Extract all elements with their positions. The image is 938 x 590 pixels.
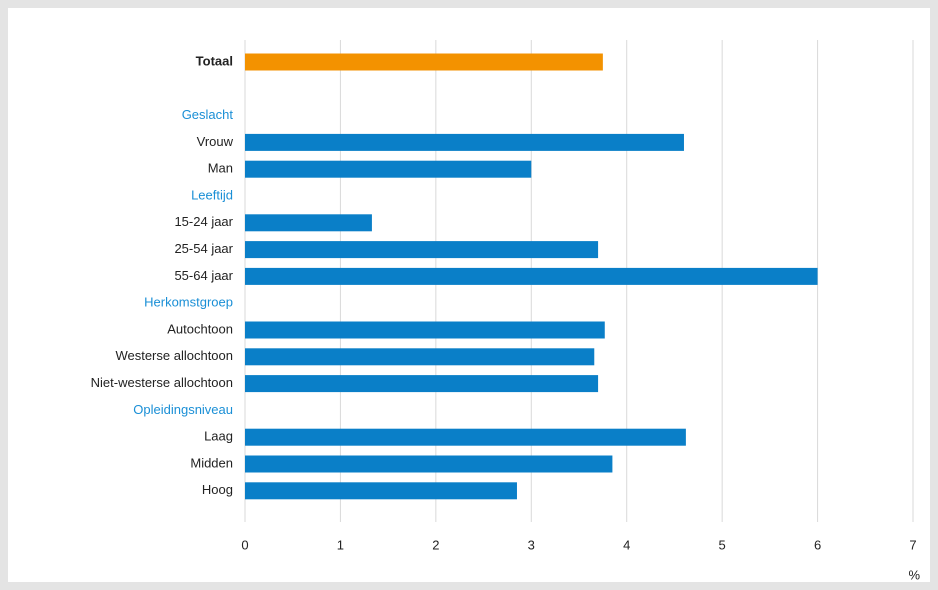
bar <box>245 428 686 446</box>
bar <box>245 348 595 366</box>
y-tick-label: Laag <box>204 429 233 444</box>
x-tick-label: 1 <box>337 537 344 552</box>
y-tick-label: 25-54 jaar <box>174 241 233 256</box>
x-tick-label: 6 <box>814 537 821 552</box>
y-tick-label: Niet-westerse allochtoon <box>91 375 233 390</box>
bar <box>245 53 603 71</box>
y-tick-label: Westerse allochtoon <box>115 348 233 363</box>
y-tick-label: Herkomstgroep <box>144 295 233 310</box>
bar <box>245 455 613 473</box>
x-tick-label: 2 <box>432 537 439 552</box>
y-tick-label: Autochtoon <box>167 321 233 336</box>
y-tick-label: Totaal <box>196 53 233 68</box>
y-tick-label: Opleidingsniveau <box>133 402 233 417</box>
bar <box>245 375 599 393</box>
y-tick-label: 55-64 jaar <box>174 268 233 283</box>
y-tick-label: Vrouw <box>197 134 234 149</box>
y-tick-label: 15-24 jaar <box>174 214 233 229</box>
y-tick-label: Hoog <box>202 482 233 497</box>
x-tick-label: 3 <box>528 537 535 552</box>
bar <box>245 133 684 151</box>
x-tick-label: 4 <box>623 537 630 552</box>
y-tick-label: Leeftijd <box>191 187 233 202</box>
bar <box>245 482 517 500</box>
y-tick-label: Midden <box>190 455 233 470</box>
x-axis-label: % <box>908 567 920 582</box>
bar <box>245 160 532 178</box>
bar <box>245 241 599 259</box>
y-tick-label: Geslacht <box>182 107 234 122</box>
bar <box>245 214 372 232</box>
x-tick-label: 7 <box>909 537 916 552</box>
bar <box>245 321 605 339</box>
y-tick-label: Man <box>208 161 233 176</box>
x-tick-label: 5 <box>719 537 726 552</box>
bar <box>245 267 818 285</box>
x-tick-label: 0 <box>241 537 248 552</box>
